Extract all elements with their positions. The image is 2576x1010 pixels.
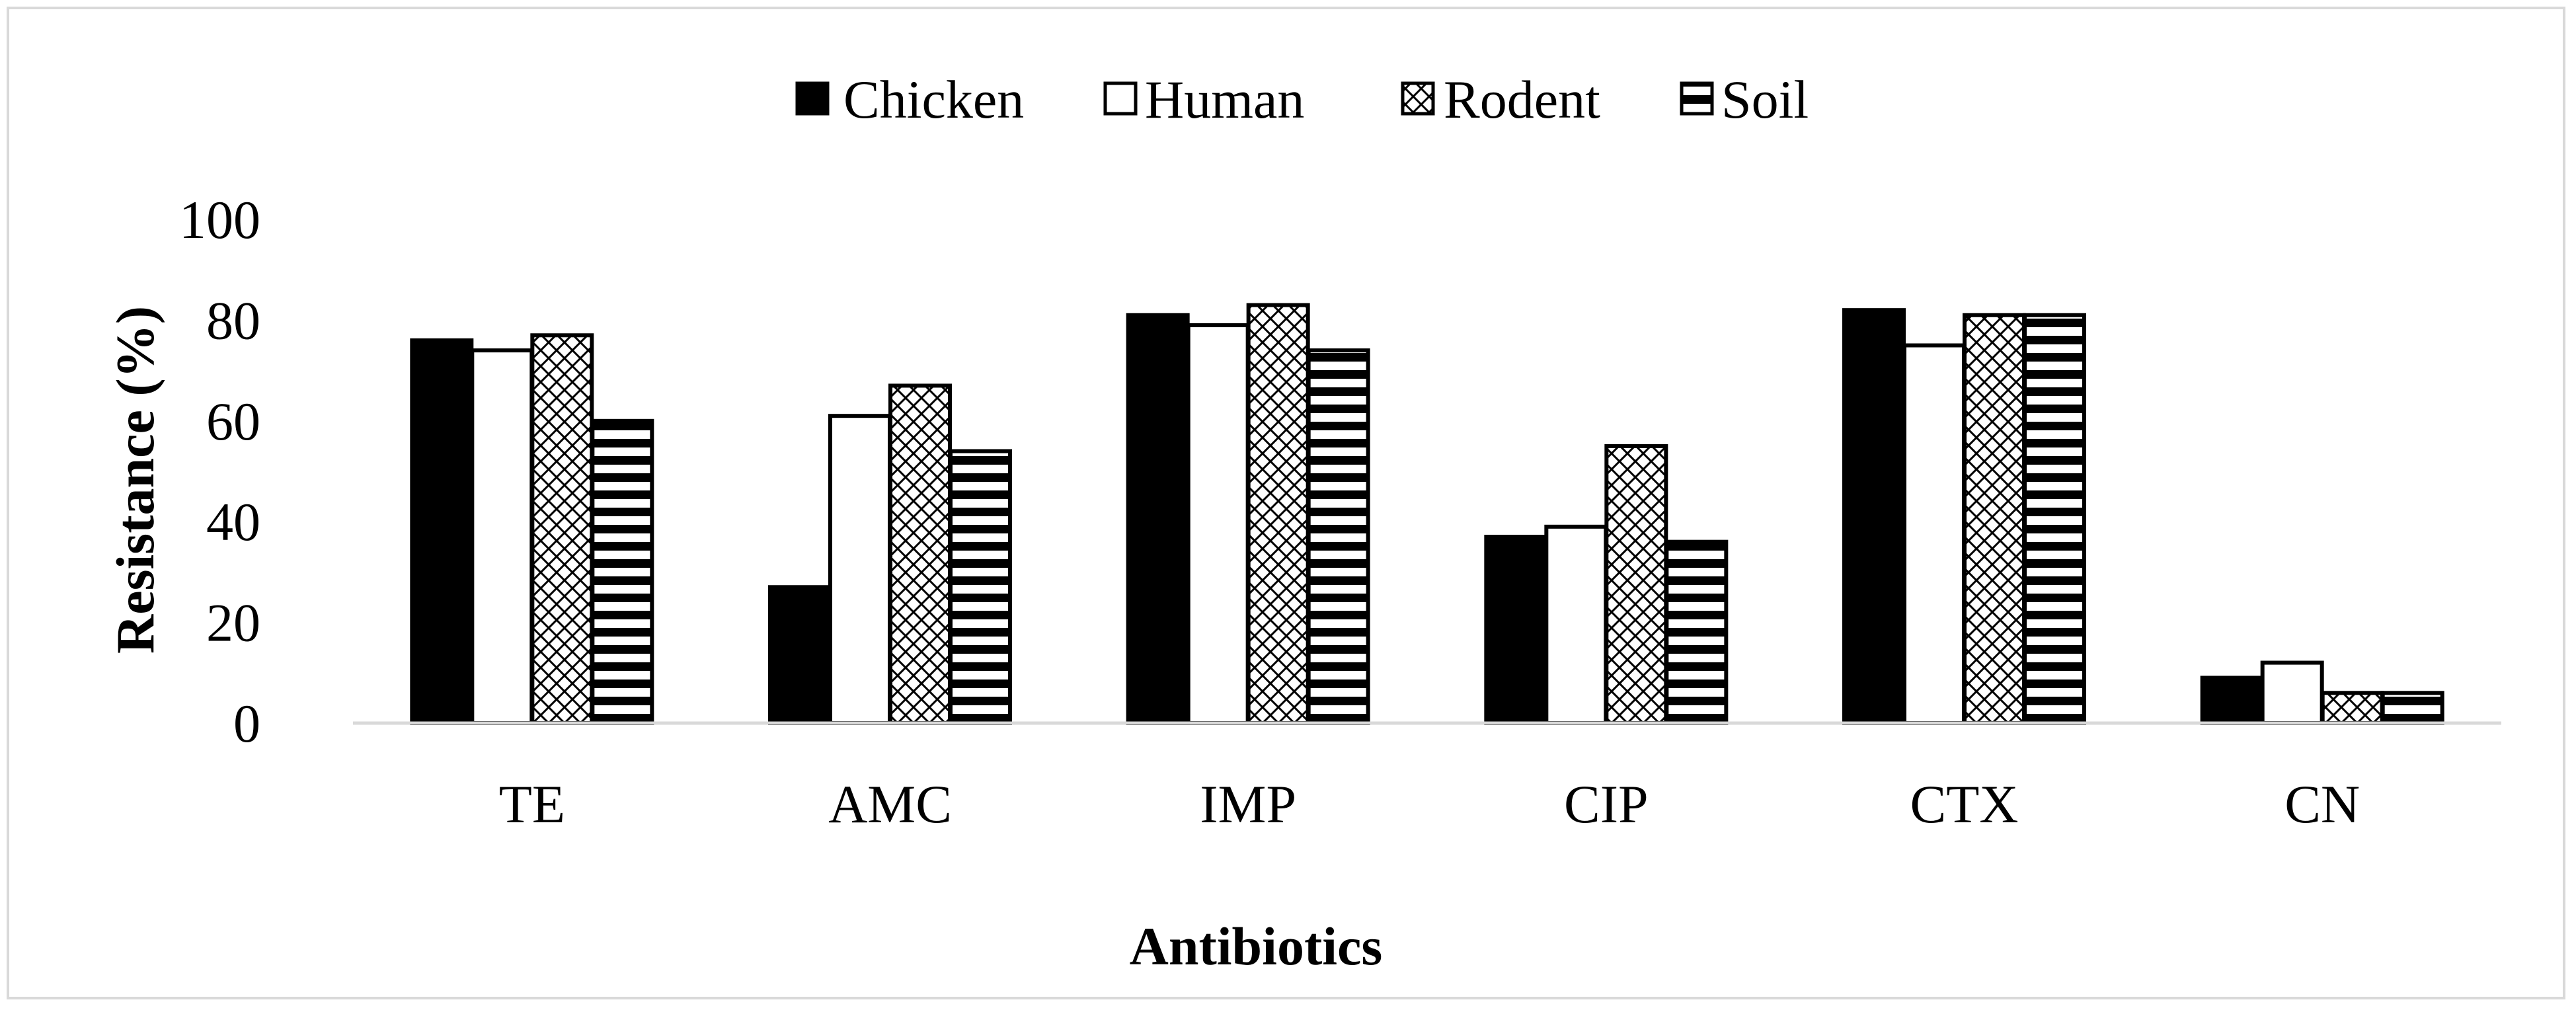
bar-soil-cip [1664,539,1729,725]
bar-human-cn [2260,660,2324,725]
y-tick-label: 80 [206,290,260,350]
bar-chicken-te [410,338,474,725]
bar-human-te [470,348,534,725]
bar-chicken-ctx [1842,308,1906,726]
bar-human-ctx [1902,343,1966,725]
x-axis-category-labels: TE AMC IMP CIP CTX CN [499,774,2360,834]
legend-swatch-chicken [795,81,830,116]
legend-label-soil: Soil [1721,69,1809,130]
bar-chicken-cip [1484,535,1548,725]
x-tick-label-amc: AMC [828,774,952,834]
bar-human-cip [1544,524,1608,725]
x-tick-label-ctx: CTX [1910,774,2019,834]
y-tick-label: 40 [206,492,260,552]
legend-swatch-soil [1680,81,1714,116]
legend-item-soil: Soil [1680,69,1809,130]
y-tick-label: 20 [206,593,260,653]
bar-chart: Chicken Human Rodent Soil Resistance (%)… [105,69,2501,976]
bar-chicken-cn [2200,676,2264,725]
y-axis-ticks: 0 20 40 60 80 100 [179,190,260,754]
x-tick-label-cn: CN [2284,774,2360,834]
y-tick-label: 60 [206,391,260,451]
legend-label-rodent: Rodent [1444,69,1600,130]
bar-rodent-ctx [1963,313,2026,725]
bar-human-amc [828,414,892,725]
bar-chicken-imp [1126,313,1190,725]
bars [410,303,2444,726]
x-tick-label-imp: IMP [1200,774,1296,834]
bar-rodent-amc [888,383,952,726]
legend-swatch-human [1103,81,1138,116]
legend-label-chicken: Chicken [843,69,1024,130]
legend-item-chicken: Chicken [795,69,1024,130]
legend-label-human: Human [1145,69,1304,130]
x-axis-title: Antibiotics [1130,916,1383,976]
legend-item-rodent: Rodent [1401,69,1600,130]
bar-rodent-te [530,333,594,725]
legend-item-human: Human [1103,69,1304,130]
bar-rodent-imp [1246,303,1310,726]
bar-rodent-cn [2320,691,2384,726]
bar-human-imp [1186,323,1250,725]
legend: Chicken Human Rodent Soil [795,69,1809,130]
bar-rodent-cip [1604,444,1668,726]
y-tick-label: 100 [179,190,260,250]
bar-soil-ctx [2023,313,2086,725]
y-axis-title: Resistance (%) [105,306,165,654]
bar-chicken-amc [768,585,832,726]
bar-soil-amc [949,449,1012,726]
bar-soil-te [590,418,654,725]
bar-soil-imp [1306,348,1370,725]
legend-swatch-rodent [1401,81,1435,116]
chart-area: Chicken Human Rodent Soil Resistance (%)… [7,7,2565,999]
x-tick-label-te: TE [499,774,565,834]
x-tick-label-cip: CIP [1564,774,1649,834]
bar-soil-cn [2380,691,2444,726]
y-tick-label: 0 [233,693,260,754]
